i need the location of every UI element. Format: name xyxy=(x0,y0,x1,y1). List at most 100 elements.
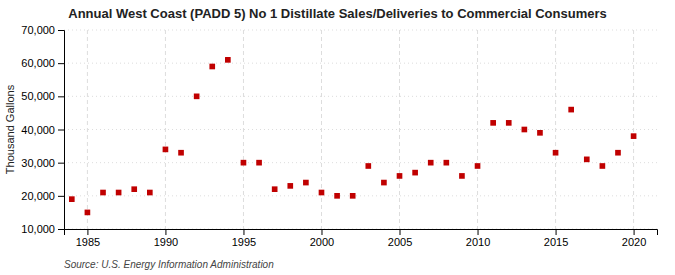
x-tick: 1985 xyxy=(76,229,100,248)
x-grid-line xyxy=(321,30,322,229)
y-grid-line xyxy=(64,63,657,64)
x-tick-label: 2000 xyxy=(310,236,334,248)
x-tick-mark xyxy=(87,229,88,235)
point xyxy=(537,130,543,136)
x-tick-label: 1985 xyxy=(76,236,100,248)
point xyxy=(397,173,403,179)
point xyxy=(381,180,387,186)
y-tick: 70,000 xyxy=(21,24,64,36)
x-grid-line xyxy=(477,30,478,229)
x-tick: 2015 xyxy=(544,229,568,248)
y-tick-mark xyxy=(58,229,64,230)
y-axis: 10,000 20,000 30,000 40,000 50,000 60,000 70,0… xyxy=(21,24,64,235)
point xyxy=(100,190,106,196)
point xyxy=(568,107,574,113)
point xyxy=(272,186,278,192)
point xyxy=(522,127,528,133)
y-tick-label: 30,000 xyxy=(21,157,55,169)
x-tick: 1990 xyxy=(154,229,178,248)
point xyxy=(584,157,590,163)
x-grid-line xyxy=(555,30,556,229)
x-tick-mark xyxy=(478,229,479,235)
point xyxy=(506,120,512,126)
x-tick: 2020 xyxy=(622,229,646,248)
point xyxy=(490,120,496,126)
y-tick: 20,000 xyxy=(21,190,64,202)
x-tick-label: 2005 xyxy=(388,236,412,248)
point xyxy=(444,160,450,166)
plot-area xyxy=(69,57,636,215)
point xyxy=(147,190,153,196)
y-tick-mark xyxy=(58,196,64,197)
x-tick-label: 2010 xyxy=(466,236,490,248)
point xyxy=(334,193,340,199)
x-tick: 1995 xyxy=(232,229,256,248)
point xyxy=(178,150,184,156)
y-grid-line xyxy=(64,30,657,31)
x-tick-label: 1995 xyxy=(232,236,256,248)
point xyxy=(209,64,215,70)
y-tick-label: 40,000 xyxy=(21,124,55,136)
x-grid-line xyxy=(633,30,634,229)
y-tick: 50,000 xyxy=(21,90,64,102)
x-tick-mark xyxy=(634,229,635,235)
point xyxy=(303,180,309,186)
x-axis-line xyxy=(65,230,658,236)
y-tick-label: 10,000 xyxy=(21,223,55,235)
y-tick-mark xyxy=(58,96,64,97)
x-tick-mark xyxy=(243,229,244,235)
x-grid-line xyxy=(165,30,166,229)
grid xyxy=(64,30,657,229)
y-tick-mark xyxy=(58,63,64,64)
point xyxy=(365,163,371,169)
point xyxy=(600,163,606,169)
y-tick-label: 70,000 xyxy=(21,24,55,36)
point xyxy=(163,147,169,153)
y-tick-label: 50,000 xyxy=(21,90,55,102)
point xyxy=(319,190,325,196)
y-tick: 60,000 xyxy=(21,57,64,69)
x-tick-label: 2015 xyxy=(544,236,568,248)
point xyxy=(475,163,481,169)
x-axis: 1985 1990 1995 2000 2005 2010 2015 2020 xyxy=(65,229,658,248)
x-tick-mark xyxy=(165,229,166,235)
point xyxy=(116,190,122,196)
point xyxy=(256,160,262,166)
y-tick: 40,000 xyxy=(21,124,64,136)
x-grid-line xyxy=(87,30,88,229)
point xyxy=(350,193,356,199)
y-tick-mark xyxy=(58,130,64,131)
y-tick-label: 20,000 xyxy=(21,190,55,202)
point xyxy=(85,210,91,216)
x-tick-label: 1990 xyxy=(154,236,178,248)
x-tick-mark xyxy=(321,229,322,235)
y-grid-line xyxy=(64,96,657,97)
y-axis-line xyxy=(58,31,65,230)
point xyxy=(287,183,293,189)
point xyxy=(194,94,200,100)
x-tick-label: 2020 xyxy=(622,236,646,248)
y-grid-line xyxy=(64,195,657,196)
title: Annual West Coast (PADD 5) No 1 Distilla… xyxy=(68,6,606,21)
point xyxy=(69,196,75,202)
y-tick: 10,000 xyxy=(21,223,64,235)
annotation: Source: U.S. Energy Information Administ… xyxy=(64,259,274,270)
point xyxy=(241,160,247,166)
y-tick-label: 60,000 xyxy=(21,57,55,69)
point xyxy=(412,170,418,176)
y-grid-line xyxy=(64,129,657,130)
point xyxy=(553,150,559,156)
x-tick-mark xyxy=(400,229,401,235)
point xyxy=(631,133,637,139)
x-grid-line xyxy=(399,30,400,229)
x-tick: 2005 xyxy=(388,229,412,248)
y-axis-label: Thousand Gallons xyxy=(4,84,16,174)
x-tick: 2010 xyxy=(466,229,490,248)
y-grid-line xyxy=(64,162,657,163)
x-tick: 2000 xyxy=(310,229,334,248)
point xyxy=(225,57,231,63)
x-grid-line xyxy=(243,30,244,229)
point xyxy=(428,160,434,166)
y-tick-mark xyxy=(58,163,64,164)
chart: Annual West Coast (PADD 5) No 1 Distilla… xyxy=(0,0,675,275)
